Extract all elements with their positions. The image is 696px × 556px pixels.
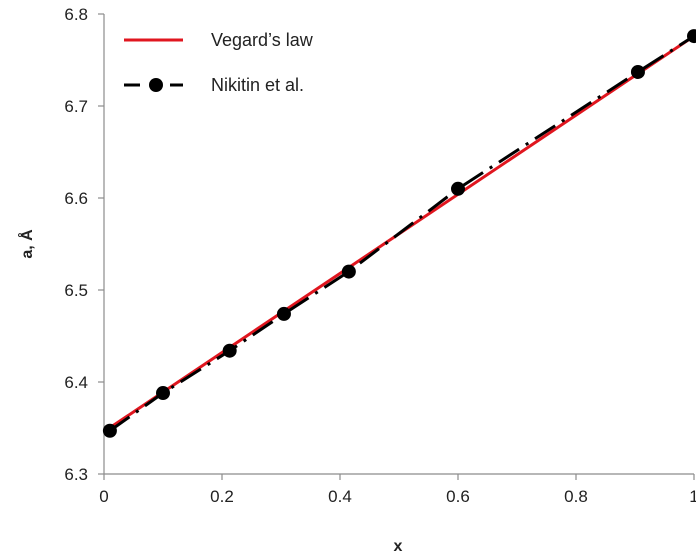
data-point bbox=[276, 306, 291, 321]
y-tick-label: 6.4 bbox=[64, 373, 88, 392]
y-tick-label: 6.3 bbox=[64, 465, 88, 484]
y-tick-label: 6.7 bbox=[64, 97, 88, 116]
y-tick-label: 6.6 bbox=[64, 189, 88, 208]
series-layer bbox=[102, 29, 696, 438]
data-point bbox=[156, 386, 170, 401]
x-tick-label: 0.8 bbox=[564, 487, 588, 506]
axes bbox=[103, 14, 694, 475]
legend-label: Vegard’s law bbox=[211, 30, 314, 50]
data-point bbox=[341, 264, 356, 279]
ticks bbox=[98, 13, 695, 480]
x-tick-label: 0.4 bbox=[328, 487, 352, 506]
tick-labels: 0 0.2 0.4 0.6 0.8 1 6.3 6.4 6.5 6.6 6.7 6.8 bbox=[64, 5, 696, 506]
data-point bbox=[222, 343, 237, 358]
x-tick-label: 0.2 bbox=[210, 487, 234, 506]
data-point bbox=[451, 181, 465, 196]
y-axis-title: a, Å bbox=[17, 229, 36, 259]
data-point bbox=[687, 29, 696, 44]
x-tick-label: 0.6 bbox=[446, 487, 470, 506]
data-point bbox=[630, 64, 645, 79]
legend-swatch-marker bbox=[149, 78, 163, 92]
y-tick-label: 6.5 bbox=[64, 281, 88, 300]
legend-label: Nikitin et al. bbox=[211, 75, 304, 95]
y-tick-label: 6.8 bbox=[64, 5, 88, 24]
x-tick-label: 1 bbox=[689, 487, 696, 506]
x-axis-title: x bbox=[394, 538, 403, 555]
data-point bbox=[102, 423, 117, 438]
series-line-nikitin bbox=[109, 34, 695, 432]
legend: Vegard’s law Nikitin et al. bbox=[124, 30, 314, 95]
x-tick-label: 0 bbox=[99, 487, 108, 506]
